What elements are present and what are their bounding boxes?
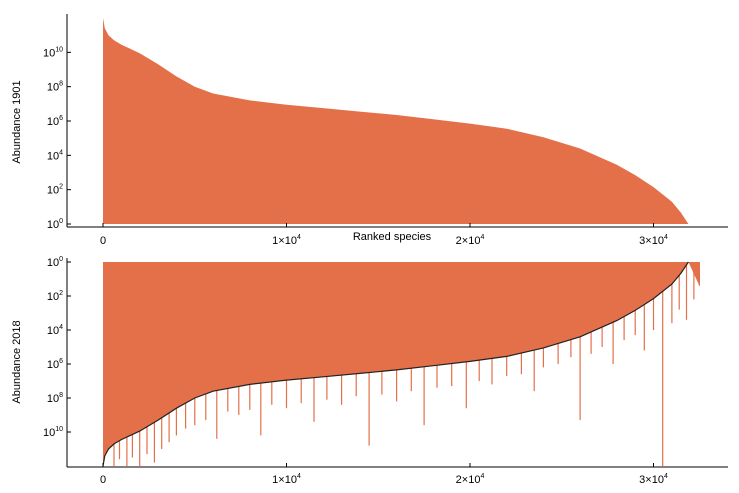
bottom-x-tick-label: 2×104: [456, 473, 485, 486]
top-y-tick-label: 104: [47, 149, 63, 162]
top-panel: 100 102 104 106 108 1010 0 1×104 2×104 3×104 Abu…: [11, 14, 728, 247]
top-y-tick-label: 108: [47, 81, 63, 94]
bottom-y-tick-label: 104: [47, 324, 63, 337]
top-y-tick-label: 102: [47, 184, 63, 197]
top-y-tick-label: 106: [47, 115, 63, 128]
bottom-x-tick-label: 0: [100, 474, 106, 486]
top-y-tick-label: 1010: [43, 46, 63, 59]
top-y-ticks: 100 102 104 106 108 1010: [43, 46, 71, 231]
bottom-spikes: [113, 262, 701, 466]
bottom-x-tick-label: 1×104: [272, 473, 301, 486]
top-abundance-area: [103, 18, 689, 224]
bottom-y-axis-label: Abundance 2018: [11, 320, 23, 403]
bottom-y-ticks: 100 102 104 106 108 1010: [43, 256, 71, 439]
bottom-y-tick-label: 106: [47, 358, 63, 371]
bottom-y-tick-label: 108: [47, 392, 63, 405]
bottom-x-tick-label: 3×104: [639, 473, 668, 486]
bottom-y-tick-label: 102: [47, 290, 63, 303]
top-x-tick-label: 3×104: [639, 234, 668, 247]
bottom-x-ticks: 0 1×104 2×104 3×104: [100, 463, 668, 486]
top-x-ticks: 0 1×104 2×104 3×104: [100, 223, 668, 247]
top-y-axis-label: Abundance 1901: [11, 80, 23, 163]
bottom-reference-line: [102, 261, 689, 467]
bottom-y-tick-label: 100: [47, 256, 63, 269]
top-x-tick-label: 0: [100, 235, 106, 247]
top-x-tick-label: 1×104: [272, 234, 301, 247]
x-axis-label: Ranked species: [353, 231, 432, 243]
bottom-y-tick-label: 1010: [43, 426, 63, 439]
bottom-panel: 100 102 104 106 108 1010 0 1×104 2×104 3×104 Abu…: [11, 256, 728, 486]
bottom-abundance-area: [103, 262, 700, 466]
top-y-tick-label: 100: [47, 218, 63, 231]
top-x-tick-label: 2×104: [456, 234, 485, 247]
